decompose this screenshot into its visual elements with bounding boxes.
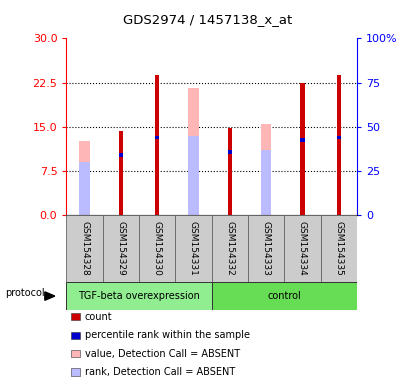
Bar [248, 215, 284, 282]
Bar [300, 139, 305, 142]
Bar [188, 136, 198, 215]
Text: control: control [267, 291, 301, 301]
Text: GSM154333: GSM154333 [261, 221, 271, 276]
Bar [139, 215, 175, 282]
Text: GSM154328: GSM154328 [80, 221, 89, 276]
Bar [227, 129, 232, 215]
Text: GSM154335: GSM154335 [334, 221, 343, 276]
Bar [300, 83, 305, 215]
Text: rank, Detection Call = ABSENT: rank, Detection Call = ABSENT [85, 367, 235, 377]
Bar [66, 215, 103, 282]
Bar [212, 215, 248, 282]
Bar [337, 136, 341, 139]
Text: protocol: protocol [5, 288, 44, 298]
Bar [261, 124, 271, 215]
Bar [80, 141, 90, 215]
Bar [155, 136, 159, 139]
Text: GSM154332: GSM154332 [225, 221, 234, 276]
Text: TGF-beta overexpression: TGF-beta overexpression [78, 291, 200, 301]
Bar [320, 215, 357, 282]
Text: count: count [85, 312, 112, 322]
Bar [284, 215, 320, 282]
Text: GSM154329: GSM154329 [116, 221, 125, 276]
Bar [188, 88, 198, 215]
Text: GSM154330: GSM154330 [153, 221, 162, 276]
Text: GSM154331: GSM154331 [189, 221, 198, 276]
Text: percentile rank within the sample: percentile rank within the sample [85, 330, 250, 340]
Bar [155, 75, 159, 215]
Bar [80, 162, 90, 215]
Text: GDS2974 / 1457138_x_at: GDS2974 / 1457138_x_at [123, 13, 292, 26]
Bar [212, 282, 357, 310]
Bar [175, 215, 212, 282]
Bar [66, 282, 212, 310]
Bar [337, 75, 341, 215]
Bar [261, 150, 271, 215]
Bar [227, 150, 232, 154]
Text: value, Detection Call = ABSENT: value, Detection Call = ABSENT [85, 349, 240, 359]
Bar [119, 153, 123, 157]
Bar [103, 215, 139, 282]
Text: GSM154334: GSM154334 [298, 221, 307, 276]
Bar [119, 131, 123, 215]
